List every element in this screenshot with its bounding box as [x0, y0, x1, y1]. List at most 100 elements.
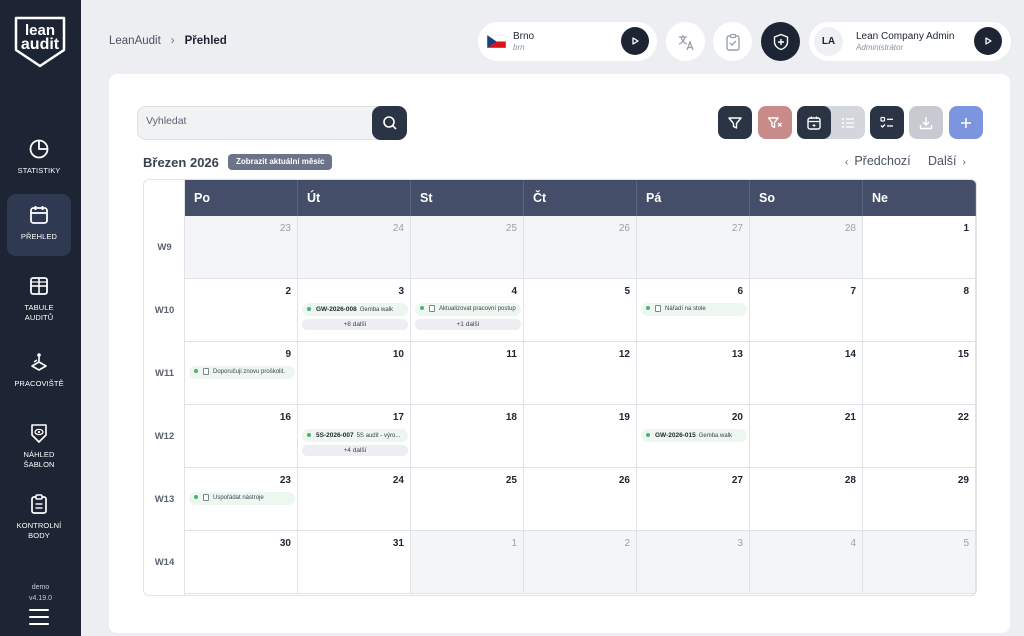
more-events-button[interactable]: +1 další [415, 319, 521, 330]
week-number-column [144, 180, 185, 595]
calendar-grid: Po Út St Čt Pá So Ne W9 23 24 25 26 27 28 1 W10 2 3 GW-202… [143, 179, 977, 596]
search-button[interactable] [372, 106, 407, 140]
day-number: 17 [392, 412, 404, 423]
day-number: 8 [963, 286, 969, 297]
day-cell[interactable]: 28 [750, 468, 863, 531]
day-number: 11 [506, 349, 517, 360]
tasks-button[interactable] [713, 22, 752, 61]
day-cell[interactable]: 5 [863, 531, 976, 594]
week-number: W9 [157, 241, 172, 253]
more-events-button[interactable]: +4 další [302, 445, 408, 456]
day-cell[interactable]: 6 Nářadí na stole [637, 279, 750, 342]
day-cell[interactable]: 20 GW-2026-015 Gemba walk [637, 405, 750, 468]
sidebar-item-tabule-auditu[interactable]: TABULE AUDITŮ [7, 265, 71, 327]
day-cell[interactable]: 26 [524, 216, 637, 279]
user-play-button[interactable] [974, 27, 1002, 55]
day-cell[interactable]: 22 [863, 405, 976, 468]
day-cell[interactable]: 28 [750, 216, 863, 279]
user-menu[interactable]: LA Lean Company Admin Administrátor [809, 22, 1011, 61]
sidebar-item-nahled-sablon[interactable]: NÁHLED ŠABLON [7, 412, 71, 474]
day-cell[interactable]: 25 [411, 468, 524, 531]
lean-audit-logo[interactable]: lean audit [12, 14, 68, 70]
calendar-event[interactable]: Aktualizovat pracovní postup [415, 303, 521, 316]
location-play-button[interactable] [621, 27, 649, 55]
day-cell[interactable]: 31 [298, 531, 411, 594]
day-cell[interactable]: 18 [411, 405, 524, 468]
day-cell[interactable]: 24 [298, 468, 411, 531]
sidebar-item-prehled[interactable]: PŘEHLED [7, 194, 71, 256]
sidebar-item-pracoviste[interactable]: PRACOVIŠTĚ [7, 341, 71, 403]
day-cell[interactable]: 11 [411, 342, 524, 405]
add-button[interactable] [949, 106, 983, 139]
day-cell[interactable]: 27 [637, 216, 750, 279]
day-cell[interactable]: 29 [863, 468, 976, 531]
day-cell[interactable]: 4 [750, 531, 863, 594]
day-number: 23 [279, 475, 291, 486]
day-cell[interactable]: 3 GW-2026-008 Gemba walk +8 další [298, 279, 411, 342]
day-cell[interactable]: 10 [298, 342, 411, 405]
location-selector[interactable]: Brno brn [478, 22, 657, 61]
day-cell[interactable]: 1 [863, 216, 976, 279]
day-cell[interactable]: 3 [637, 531, 750, 594]
next-month-button[interactable]: Další › [928, 154, 966, 168]
calendar-event[interactable]: Uspořádat nástroje [189, 492, 295, 505]
day-cell[interactable]: 25 [411, 216, 524, 279]
day-cell[interactable]: 19 [524, 405, 637, 468]
language-button[interactable] [666, 22, 705, 61]
hamburger-menu-icon[interactable] [29, 609, 49, 625]
day-number: 5 [624, 286, 630, 297]
calendar-event[interactable]: GW-2026-008 Gemba walk [302, 303, 408, 316]
day-cell[interactable]: 2 [524, 531, 637, 594]
day-cell[interactable]: 16 [185, 405, 298, 468]
day-cell[interactable]: 4 Aktualizovat pracovní postup +1 další [411, 279, 524, 342]
day-number: 3 [398, 286, 404, 297]
calendar-event[interactable]: Nářadí na stole [641, 303, 747, 316]
day-number: 28 [844, 475, 856, 486]
shield-logo-icon [14, 16, 66, 68]
day-cell[interactable]: 12 [524, 342, 637, 405]
list-view-button[interactable] [831, 106, 865, 139]
day-cell[interactable]: 8 [863, 279, 976, 342]
day-cell[interactable]: 30 [185, 531, 298, 594]
day-cell[interactable]: 2 [185, 279, 298, 342]
day-cell[interactable]: 9 Doporučuji znovu proškolit. [185, 342, 298, 405]
day-cell[interactable]: 5 [524, 279, 637, 342]
day-cell[interactable]: 17 5S-2026-007 5S audit - výro... +4 další [298, 405, 411, 468]
sidebar-item-statistiky[interactable]: STATISTIKY [7, 128, 71, 190]
search-input[interactable] [146, 115, 366, 127]
admin-shield-button[interactable] [761, 22, 800, 61]
day-cell[interactable]: 26 [524, 468, 637, 531]
day-cell[interactable]: 13 [637, 342, 750, 405]
day-cell[interactable]: 27 [637, 468, 750, 531]
calendar-view-button[interactable] [797, 106, 831, 139]
day-cell[interactable]: 14 [750, 342, 863, 405]
calendar-event[interactable]: Doporučuji znovu proškolit. [189, 366, 295, 379]
day-number: 12 [618, 349, 630, 360]
day-cell[interactable]: 23 [185, 216, 298, 279]
more-events-button[interactable]: +8 další [302, 319, 408, 330]
day-cell[interactable]: 21 [750, 405, 863, 468]
breadcrumb-root[interactable]: LeanAudit [109, 35, 161, 47]
calendar-event[interactable]: 5S-2026-007 5S audit - výro... [302, 429, 408, 442]
calendar-event[interactable]: GW-2026-015 Gemba walk [641, 429, 747, 442]
day-number: 14 [844, 349, 856, 360]
clear-filter-button[interactable] [758, 106, 792, 139]
checklist-button[interactable] [870, 106, 904, 139]
day-cell[interactable]: 15 [863, 342, 976, 405]
event-title: Aktualizovat pracovní postup [439, 306, 516, 312]
day-cell[interactable]: 23 Uspořádat nástroje [185, 468, 298, 531]
day-cell[interactable]: 7 [750, 279, 863, 342]
filter-button[interactable] [718, 106, 752, 139]
day-cell[interactable]: 1 [411, 531, 524, 594]
day-number: 22 [957, 412, 969, 423]
previous-month-button[interactable]: ‹ Předchozí [845, 154, 911, 168]
workplace-icon [31, 353, 47, 371]
day-cell[interactable]: 24 [298, 216, 411, 279]
status-dot-icon [307, 433, 311, 438]
pie-chart-icon [29, 139, 49, 159]
day-number: 25 [505, 475, 517, 486]
current-month-button[interactable]: Zobrazit aktuální měsíc [228, 154, 333, 170]
download-button[interactable] [909, 106, 943, 139]
sidebar-item-kontrolni-body[interactable]: KONTROLNÍ BODY [7, 483, 71, 545]
play-icon [632, 37, 639, 45]
